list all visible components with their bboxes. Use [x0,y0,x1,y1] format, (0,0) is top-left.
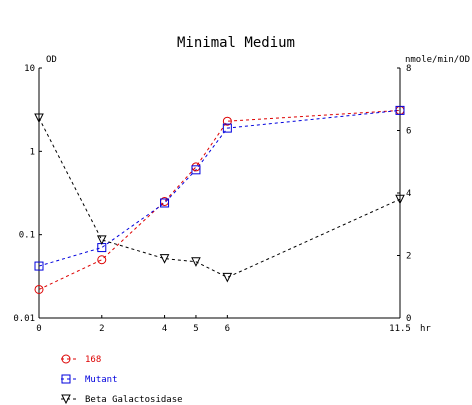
x-tick-label: 11.5 [389,324,411,334]
right-tick-label: 0 [406,314,411,324]
right-axis-label: nmole/min/OD [405,55,470,65]
right-tick-label: 6 [406,127,411,137]
data-point-1 [160,198,170,208]
series-line-2 [38,117,401,278]
data-point-2 [222,272,233,283]
series-line-1 [38,109,401,267]
legend-marker-2 [61,394,71,405]
x-tick-label: 0 [36,324,41,334]
x-tick-label: 6 [225,324,230,334]
left-tick-label: 10 [24,64,35,74]
left-axis-label: OD [46,55,57,65]
left-tick-label: 1 [30,147,35,157]
legend-label-2: Beta Galactosidase [85,395,183,405]
legend-marker-0 [61,354,71,364]
x-tick-label: 4 [162,324,167,334]
data-point-1 [395,105,405,115]
right-tick-label: 8 [406,64,411,74]
legend-marker-1 [61,374,71,384]
data-point-1 [222,123,232,133]
data-point-2 [159,254,170,264]
legend-label-0: 168 [85,355,101,365]
right-tick-label: 2 [406,252,411,262]
data-point-0 [222,116,232,126]
series-line-0 [38,109,401,290]
data-point-2 [34,113,44,124]
data-point-0 [34,284,44,294]
x-tick-label: 2 [99,324,104,334]
data-point-2 [395,194,405,205]
x-tick-label: 5 [193,324,198,334]
data-point-0 [97,255,107,265]
x-axis-unit: hr [420,324,431,334]
data-point-2 [191,257,201,267]
data-point-1 [191,165,201,175]
right-tick-label: 4 [406,189,411,199]
chart-title: Minimal Medium [177,35,295,51]
left-tick-label: 0.01 [13,314,35,324]
left-tick-label: 0.1 [19,231,35,241]
legend-label-1: Mutant [85,375,118,385]
data-point-2 [96,235,107,245]
data-point-1 [34,261,44,271]
